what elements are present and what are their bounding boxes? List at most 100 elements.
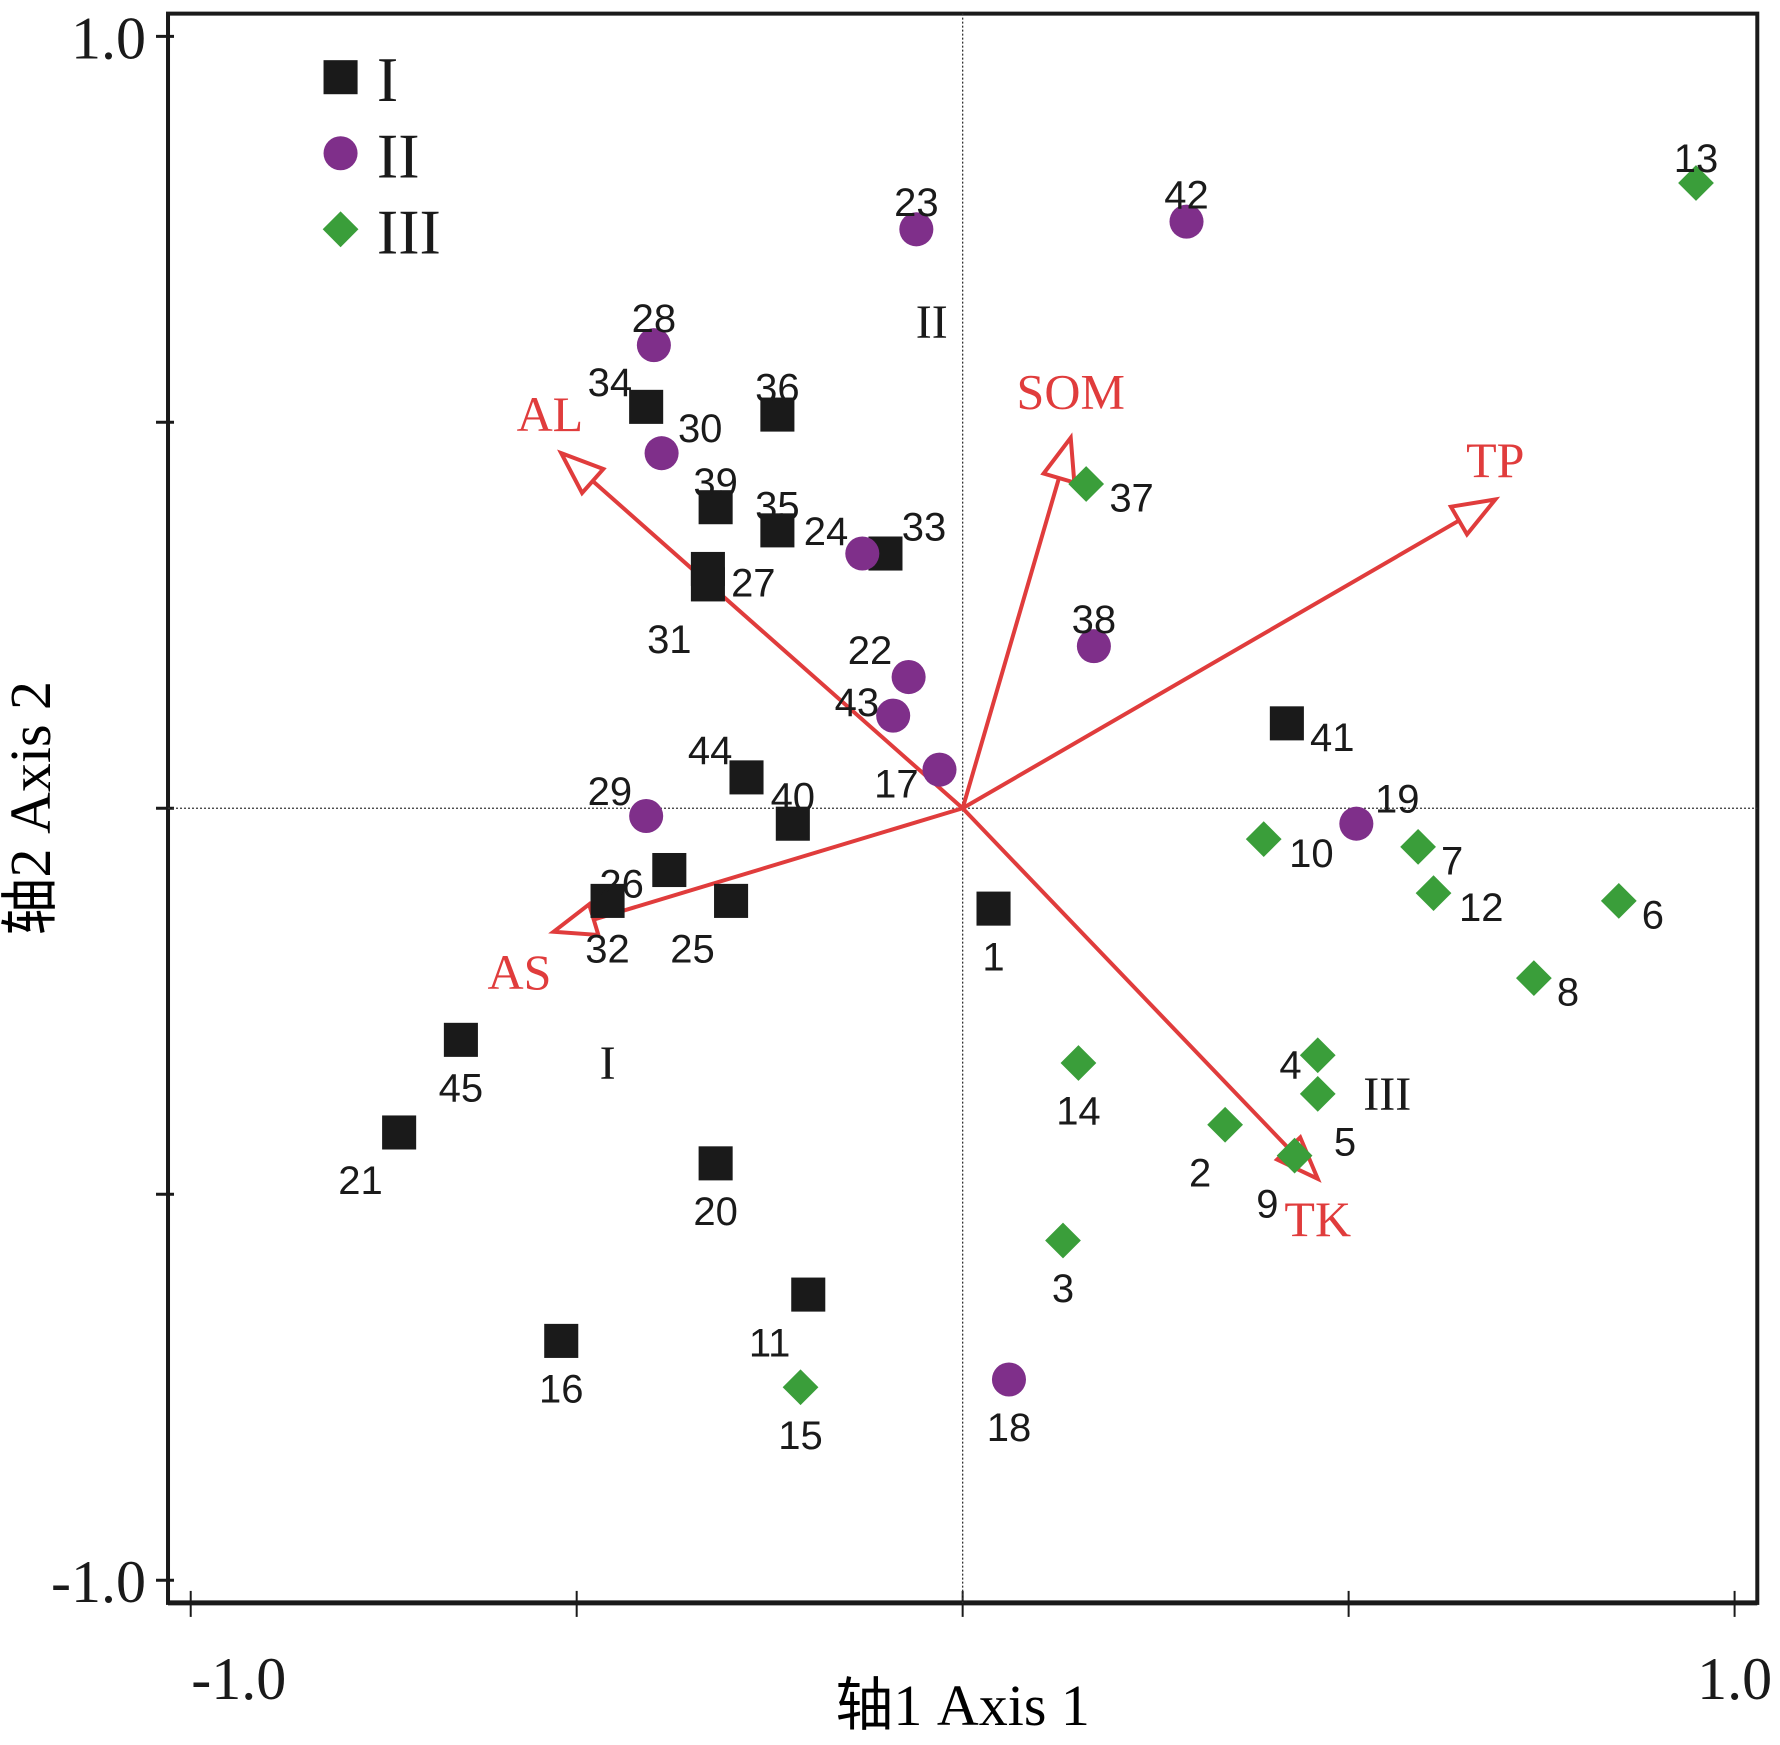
point-label: 44	[688, 729, 733, 773]
point-label: 20	[693, 1190, 738, 1234]
point-label: 38	[1072, 598, 1117, 642]
point-label: 27	[731, 562, 776, 606]
y-tick-label: -1.0	[51, 1549, 146, 1615]
point-marker-square	[976, 891, 1011, 926]
legend-marker-diamond	[322, 211, 359, 248]
point-marker-circle	[876, 698, 911, 733]
point-marker-diamond	[1600, 883, 1637, 919]
vector-al-line	[591, 479, 964, 810]
point-label: 41	[1310, 716, 1355, 760]
point-marker-square	[652, 852, 687, 888]
vector-label-tp: TP	[1466, 432, 1524, 488]
point-label: 10	[1289, 832, 1334, 876]
point-label: 21	[338, 1159, 383, 1203]
group-annotation: I	[600, 1037, 616, 1090]
point-label: 4	[1279, 1043, 1301, 1087]
point-marker-square	[1269, 706, 1304, 741]
point-marker-circle	[991, 1362, 1026, 1397]
point-marker-square	[791, 1277, 826, 1312]
y-tick-label: 1.0	[71, 5, 146, 71]
vector-label-al: AL	[517, 386, 584, 442]
point-label: 19	[1375, 778, 1420, 822]
point-label: 12	[1459, 886, 1504, 930]
legend-marker-circle	[323, 136, 358, 171]
point-marker-square	[775, 806, 810, 841]
point-marker-diamond	[782, 1369, 819, 1406]
point-marker-circle	[891, 660, 926, 695]
point-marker-circle	[1169, 204, 1204, 239]
point-marker-square	[629, 389, 664, 424]
legend-marker-square	[323, 60, 358, 95]
point-label: 17	[874, 762, 919, 806]
point-label: 1	[982, 935, 1004, 979]
point-marker-diamond	[1400, 828, 1436, 865]
point-label: 24	[804, 510, 849, 554]
legend-label: III	[377, 196, 441, 267]
point-label: 32	[585, 928, 630, 972]
point-label: 7	[1441, 839, 1463, 883]
point-marker-diamond	[1245, 821, 1282, 858]
vector-tp-arrowhead	[1447, 496, 1501, 538]
point-label: 25	[670, 928, 715, 972]
point-marker-diamond	[1276, 1137, 1313, 1174]
point-label: 36	[755, 366, 800, 410]
point-marker-diamond	[1415, 875, 1452, 912]
point-marker-circle	[899, 212, 934, 247]
point-label: 39	[693, 461, 738, 505]
point-label: 30	[678, 407, 723, 451]
point-label: 40	[771, 775, 816, 819]
point-marker-diamond	[1299, 1076, 1336, 1112]
x-tick-label: -1.0	[191, 1646, 286, 1712]
vector-som-arrowhead	[1040, 432, 1077, 486]
point-label: 28	[632, 297, 677, 341]
vector-as-line	[593, 806, 964, 922]
point-marker-circle	[636, 328, 671, 363]
point-label: 35	[755, 484, 800, 528]
point-marker-square	[714, 883, 749, 918]
point-marker-square	[443, 1022, 478, 1057]
point-label: 11	[749, 1321, 791, 1365]
point-label: 15	[778, 1414, 823, 1458]
point-label: 23	[894, 181, 939, 225]
vector-label-as: AS	[488, 944, 552, 1000]
point-label: 5	[1334, 1121, 1356, 1165]
point-label: 43	[835, 681, 880, 725]
point-marker-square	[698, 490, 733, 525]
point-label: 13	[1674, 137, 1719, 181]
point-label: 16	[539, 1368, 584, 1412]
legend-label: II	[377, 120, 420, 191]
vector-tp-line	[961, 518, 1460, 810]
vector-label-som: SOM	[1017, 364, 1125, 420]
point-marker-circle	[1076, 629, 1111, 664]
point-label: 6	[1642, 894, 1664, 938]
vector-tk-line	[961, 806, 1291, 1150]
point-label: 31	[647, 618, 692, 662]
point-label: 45	[439, 1067, 484, 1111]
group-annotation: II	[916, 296, 948, 349]
group-annotation: III	[1363, 1068, 1411, 1121]
point-label: 33	[902, 505, 947, 549]
point-marker-square	[382, 1115, 417, 1150]
point-label: 42	[1164, 173, 1209, 217]
point-marker-square	[544, 1323, 579, 1358]
point-marker-diamond	[1207, 1106, 1243, 1143]
point-label: 8	[1557, 971, 1579, 1015]
vector-label-tk: TK	[1284, 1191, 1351, 1247]
point-label: 14	[1056, 1090, 1101, 1134]
point-marker-square	[698, 1146, 733, 1181]
x-axis-label: 轴1 Axis 1	[835, 1673, 1090, 1738]
point-label: 2	[1189, 1151, 1211, 1195]
point-label: 18	[987, 1406, 1032, 1450]
point-marker-square	[590, 883, 625, 918]
point-marker-diamond	[1516, 960, 1552, 996]
point-marker-diamond	[1678, 165, 1714, 201]
point-label: 37	[1109, 477, 1154, 521]
x-tick-label: 1.0	[1697, 1646, 1772, 1712]
point-label: 3	[1052, 1267, 1074, 1311]
point-label: 26	[599, 863, 644, 907]
point-label: 34	[588, 361, 633, 405]
point-marker-circle	[1339, 806, 1374, 841]
point-marker-square	[729, 760, 764, 795]
point-marker-diamond	[1045, 1222, 1081, 1259]
